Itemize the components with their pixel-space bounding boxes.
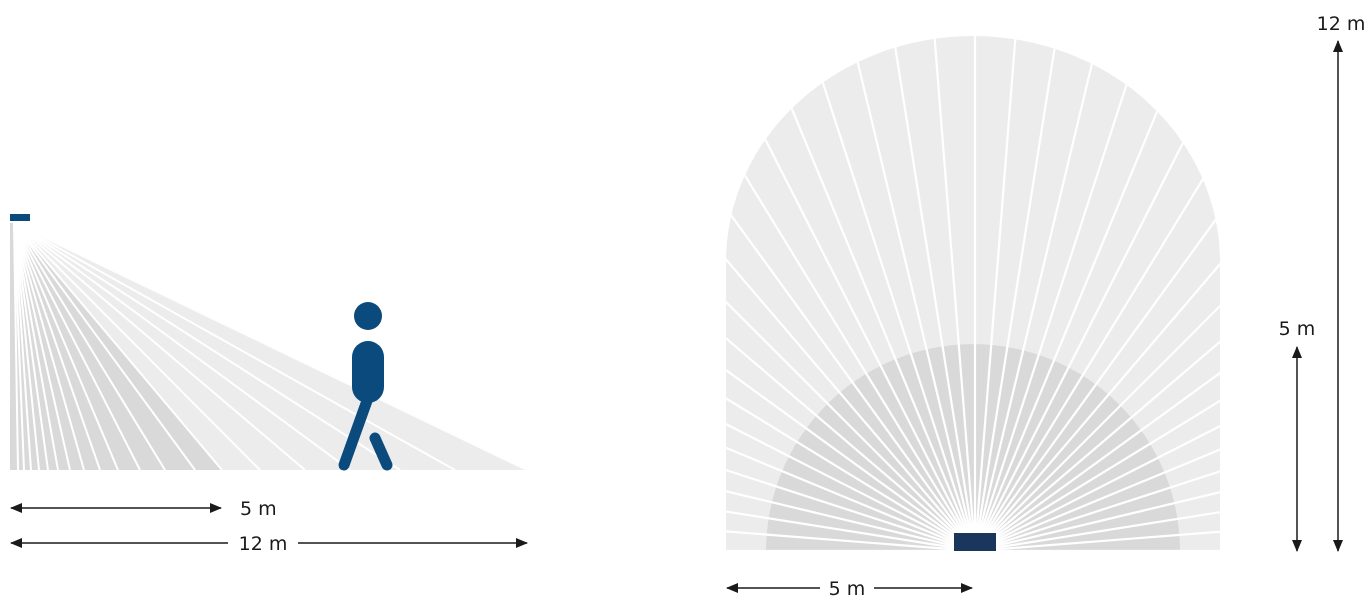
top-ray: [726, 495, 976, 551]
top-ray: [974, 282, 1220, 551]
side-ray: [13, 223, 101, 470]
top-ray: [974, 36, 1220, 551]
side-ray: [13, 223, 401, 470]
side-ray: [13, 223, 306, 470]
top-ray: [810, 36, 977, 551]
side-ray: [13, 223, 71, 470]
top-ray: [974, 184, 1220, 551]
top-ray: [726, 55, 976, 551]
side-range-12m-label: 12 m: [239, 533, 288, 555]
top-ray: [974, 36, 1220, 551]
top-ray: [974, 495, 1220, 551]
top-ray: [973, 36, 1140, 551]
side-ray: [13, 223, 49, 470]
top-ray: [974, 95, 1220, 551]
side-ray: [13, 223, 456, 470]
side-sensor: [10, 214, 30, 221]
top-ray: [974, 36, 1220, 551]
side-ray: [13, 223, 196, 470]
top-ray: [726, 282, 976, 551]
top-ray: [726, 333, 976, 551]
top-ray: [974, 440, 1220, 551]
top-ray: [974, 232, 1220, 551]
top-ray: [726, 36, 976, 551]
side-ray: [13, 223, 85, 470]
top-ray: [974, 138, 1220, 551]
top-ray: [726, 232, 976, 551]
top-ray: [864, 36, 977, 551]
top-range-5m-dimension: 5 m: [1279, 318, 1316, 552]
side-view: 5 m 12 m: [10, 214, 528, 555]
top-ray: [919, 36, 977, 551]
side-range-5m-label: 5 m: [240, 498, 277, 520]
top-ray: [973, 36, 1220, 551]
side-ray: [13, 223, 40, 470]
top-ray: [757, 36, 977, 551]
top-range-12m-dimension: 12 m: [1317, 13, 1366, 552]
top-ray: [726, 36, 976, 551]
top-width-5m-label: 5 m: [829, 578, 866, 597]
top-range-12m-label: 12 m: [1317, 13, 1366, 35]
side-ray: [13, 223, 119, 470]
side-ray: [13, 223, 166, 470]
side-ray: [13, 223, 25, 470]
top-ray: [726, 184, 976, 551]
top-ray: [726, 36, 976, 551]
top-ray: [974, 36, 1220, 551]
top-ray: [973, 36, 1193, 551]
top-ray: [726, 138, 976, 551]
top-ray: [726, 386, 976, 551]
top-ray: [974, 55, 1220, 551]
top-ray: [726, 36, 977, 551]
top-ray: [726, 36, 976, 551]
side-ray: [13, 223, 141, 470]
side-range-12m-dimension: 12 m: [10, 533, 528, 555]
side-ray: [13, 223, 351, 470]
walking-person-icon: [338, 302, 393, 471]
top-view: 5 m 5 m 12 m: [726, 13, 1366, 597]
top-ray: [974, 333, 1220, 551]
side-ray: [13, 223, 223, 470]
top-ray: [973, 36, 1031, 551]
top-ray: [726, 440, 976, 551]
top-ray: [973, 36, 1086, 551]
top-detection-rays: [726, 36, 1220, 551]
top-range-5m-label: 5 m: [1279, 318, 1316, 340]
top-width-5m-dimension: 5 m: [726, 578, 973, 597]
top-ray: [726, 95, 976, 551]
side-ray: [13, 223, 32, 470]
top-sensor: [954, 533, 996, 551]
side-range-5m-dimension: 5 m: [10, 498, 277, 520]
side-ray: [13, 223, 261, 470]
side-ray: [13, 223, 59, 470]
top-ray: [974, 386, 1220, 551]
